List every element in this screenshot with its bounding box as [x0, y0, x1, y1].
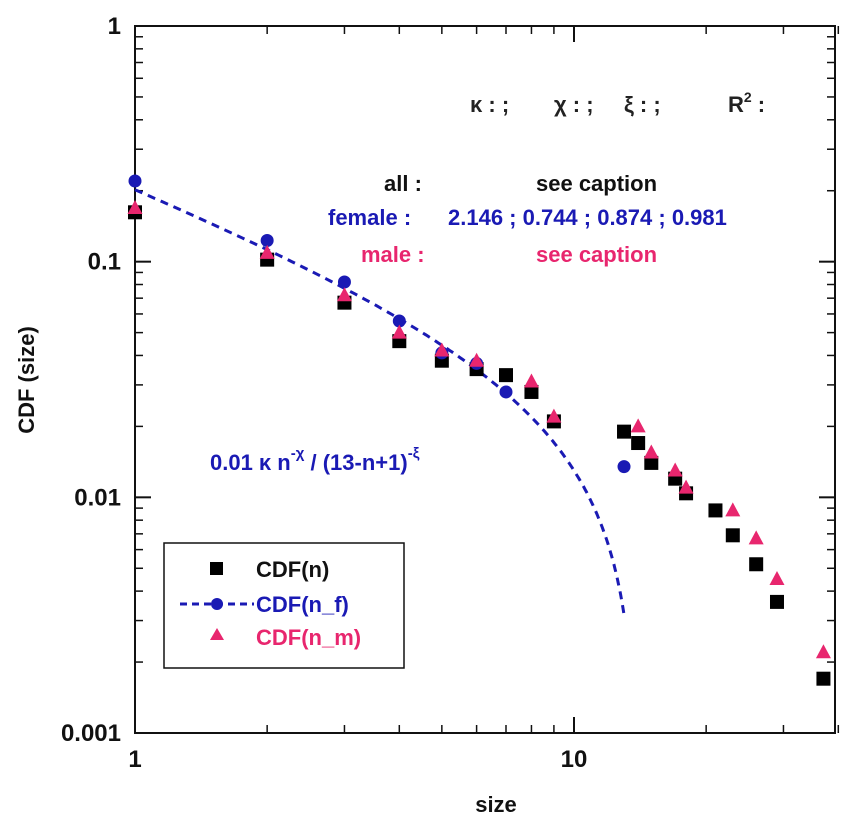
point-cdf-n	[725, 528, 740, 543]
y-tick-label: 0.01	[74, 484, 121, 511]
point-cdf-nf	[128, 174, 142, 188]
point-cdf-n	[769, 594, 784, 609]
legend-label-cdf-nf: CDF(n_f)	[256, 592, 349, 617]
point-cdf-n	[708, 503, 723, 518]
x-axis-title: size	[475, 792, 517, 817]
y-tick-label: 0.1	[88, 249, 121, 276]
plot-frame	[134, 25, 836, 734]
header-r2-exp: 2	[744, 89, 752, 105]
male-row-label: male :	[361, 242, 425, 267]
group-parameters: all : see caption female : 2.146 ; 0.744…	[328, 171, 727, 267]
x-tick-label: 1	[128, 746, 141, 773]
point-cdf-nf	[499, 385, 513, 399]
point-cdf-n	[498, 368, 513, 383]
point-cdf-nm	[643, 444, 659, 459]
point-cdf-nm	[667, 462, 683, 477]
header-r2-base: R	[728, 92, 744, 117]
legend-label-cdf-nm: CDF(n_m)	[256, 625, 361, 650]
point-cdf-nm	[546, 408, 562, 423]
legend-label-cdf-n: CDF(n)	[256, 557, 329, 582]
point-cdf-nm	[523, 373, 539, 388]
data-marks	[127, 174, 831, 686]
fit-formula-exp2: -ξ	[408, 445, 420, 462]
point-cdf-n	[644, 455, 659, 470]
female-row-label: female :	[328, 205, 411, 230]
parameter-header: κ : ; χ : ; ξ : ; R2 :	[470, 89, 765, 117]
male-row-value: see caption	[536, 242, 657, 267]
fit-formula-mid: / (13-n+1)	[304, 450, 407, 475]
point-cdf-n	[631, 436, 646, 451]
point-cdf-nm	[434, 342, 450, 357]
point-cdf-nm	[336, 287, 352, 302]
point-cdf-nf	[337, 275, 351, 289]
all-row-label: all :	[384, 171, 422, 196]
fit-formula-exp1: -χ	[291, 445, 305, 462]
fit-formula-prefix: 0.01 κ n	[210, 450, 291, 475]
point-cdf-nm	[725, 502, 741, 517]
point-cdf-nm	[678, 479, 694, 494]
header-r2: R2 :	[728, 89, 765, 117]
point-cdf-nf	[260, 233, 274, 247]
point-cdf-nm	[391, 324, 407, 339]
legend-marker-cdf-n	[210, 562, 223, 575]
header-kappa: κ : ;	[470, 92, 509, 117]
header-chi: χ : ;	[554, 92, 594, 117]
y-axis-title: CDF (size)	[14, 326, 39, 434]
point-cdf-nf	[617, 460, 631, 474]
header-xi: ξ : ;	[624, 92, 661, 117]
female-row-value: 2.146 ; 0.744 ; 0.874 ; 0.981	[448, 205, 727, 230]
point-cdf-n	[816, 671, 831, 686]
all-row-value: see caption	[536, 171, 657, 196]
axes: 0.001 0.01 0.1 1 1 10	[61, 13, 840, 773]
x-tick-label: 10	[561, 746, 588, 773]
point-cdf-nm	[630, 418, 646, 433]
point-cdf-nm	[815, 644, 831, 659]
point-cdf-nf	[392, 314, 406, 328]
header-r2-tail: :	[752, 92, 765, 117]
y-tick-label: 0.001	[61, 720, 121, 747]
legend: CDF(n) CDF(n_f) CDF(n_m)	[163, 542, 405, 669]
point-cdf-nm	[127, 199, 143, 214]
fit-formula: 0.01 κ n-χ / (13-n+1)-ξ	[210, 445, 420, 475]
point-cdf-n	[524, 384, 539, 399]
y-tick-label: 1	[108, 13, 121, 40]
point-cdf-n	[617, 424, 632, 439]
point-cdf-n	[749, 557, 764, 572]
point-cdf-nm	[748, 530, 764, 545]
point-cdf-nm	[259, 244, 275, 259]
legend-marker-cdf-nm	[210, 628, 224, 640]
point-cdf-nm	[469, 352, 485, 367]
point-cdf-nm	[769, 571, 785, 586]
legend-marker-cdf-nf	[211, 598, 223, 610]
